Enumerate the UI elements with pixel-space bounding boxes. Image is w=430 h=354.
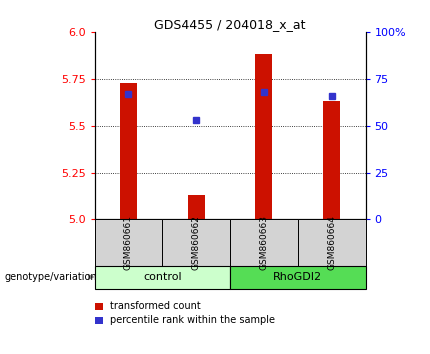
Title: GDS4455 / 204018_x_at: GDS4455 / 204018_x_at <box>154 18 306 31</box>
Text: percentile rank within the sample: percentile rank within the sample <box>110 315 275 325</box>
Text: genotype/variation: genotype/variation <box>4 272 97 282</box>
Text: RhoGDI2: RhoGDI2 <box>273 272 322 282</box>
Text: GSM860662: GSM860662 <box>192 215 201 270</box>
Bar <box>120 82 137 219</box>
Bar <box>323 101 340 219</box>
Text: transformed count: transformed count <box>110 301 200 311</box>
Text: GSM860663: GSM860663 <box>259 215 268 270</box>
Text: control: control <box>143 272 181 282</box>
Text: GSM860664: GSM860664 <box>327 215 336 270</box>
Text: GSM860661: GSM860661 <box>124 215 133 270</box>
Bar <box>188 195 205 219</box>
Bar <box>255 55 272 219</box>
Polygon shape <box>88 274 95 280</box>
